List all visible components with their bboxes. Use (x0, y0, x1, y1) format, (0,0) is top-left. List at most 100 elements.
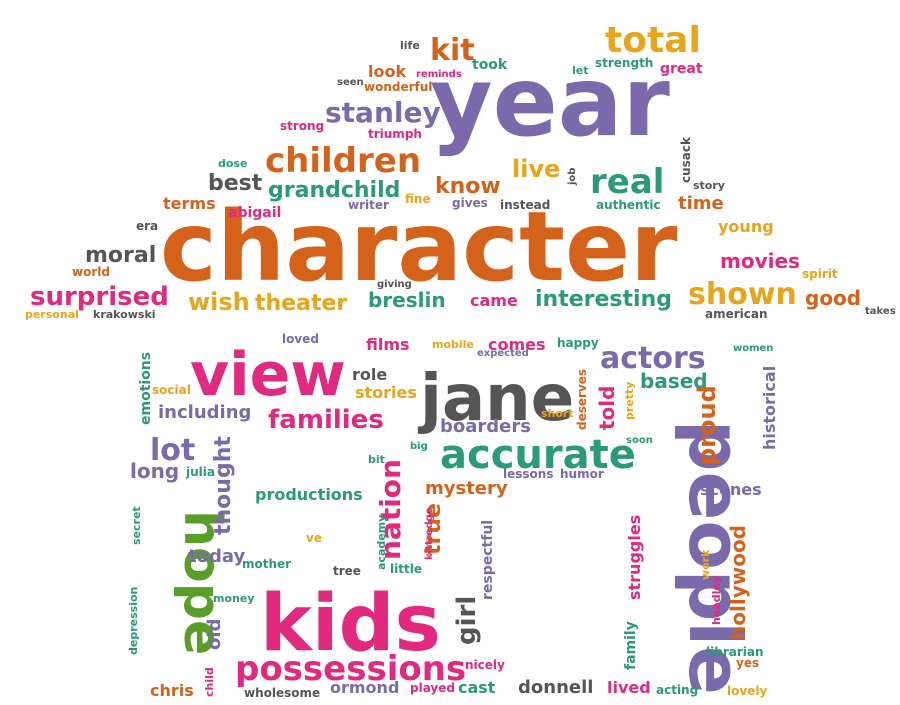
word-yes: yes (736, 656, 759, 670)
word-boarders: boarders (440, 416, 531, 437)
word-shown: shown (688, 277, 797, 312)
word-story: story (693, 179, 725, 192)
word-secret: secret (130, 506, 143, 545)
word-respectful: respectful (480, 520, 496, 600)
word-wholesome: wholesome (244, 686, 320, 700)
word-stories: stories (355, 383, 417, 402)
word-told: told (595, 386, 619, 430)
word-seen: seen (337, 77, 364, 88)
word-little: little (390, 562, 422, 576)
word-scenes: scenes (700, 480, 762, 499)
word-life: life (400, 39, 420, 52)
word-academy: academy (375, 515, 388, 570)
word-girl: girl (452, 596, 482, 645)
word-breslin: breslin (368, 288, 446, 312)
word-soon: soon (626, 435, 653, 446)
word-year: year (430, 46, 670, 158)
word-headley: headley (710, 576, 723, 625)
word-view: view (190, 340, 346, 410)
word-mother: mother (242, 557, 291, 571)
word-instead: instead (500, 198, 550, 212)
word-surprised: surprised (30, 282, 169, 312)
word-era: era (136, 219, 158, 233)
word-moral: moral (85, 243, 156, 268)
word-chris: chris (150, 681, 194, 700)
word-hollywood: hollywood (726, 525, 750, 640)
word-reminds: reminds (416, 69, 462, 80)
word-gives: gives (452, 196, 488, 210)
word-kittredge: kittredge (424, 507, 435, 560)
word-job: job (567, 168, 578, 186)
word-world: world (72, 265, 110, 279)
word-cast: cast (458, 678, 496, 697)
word-live: live (512, 155, 560, 183)
word-tree: tree (333, 564, 361, 578)
word-great: great (660, 61, 703, 77)
word-child: child (203, 667, 216, 697)
word-look: look (368, 62, 406, 81)
word-abigail: abigail (228, 205, 281, 221)
word-triumph: triumph (368, 127, 422, 141)
word-interesting: interesting (535, 287, 672, 312)
word-productions: productions (255, 485, 363, 504)
word-came: came (470, 291, 518, 310)
word-women: women (733, 343, 773, 354)
word-real: real (590, 162, 664, 202)
word-films: films (366, 335, 410, 354)
word-ormond: ormond (330, 678, 399, 697)
word-old: old (204, 619, 225, 650)
word-good: good (805, 286, 861, 310)
word-comes: comes (488, 335, 546, 354)
word-spirit: spirit (802, 267, 838, 281)
word-fine: fine (405, 192, 431, 206)
word-mystery: mystery (425, 478, 508, 499)
word-role: role (352, 365, 387, 384)
word-librarian: librarian (706, 645, 764, 659)
word-know: know (435, 174, 501, 199)
word-terms: terms (163, 194, 216, 213)
word-takes: takes (865, 306, 896, 317)
word-social: social (152, 383, 191, 397)
word-kids: kids (260, 579, 441, 669)
word-strength: strength (595, 56, 653, 70)
word-children: children (265, 141, 421, 181)
word-authentic: authentic (596, 198, 661, 212)
word-giving: giving (377, 279, 412, 290)
word-grandchild: grandchild (268, 178, 400, 203)
word-historical: historical (760, 366, 779, 450)
word-krakowski: krakowski (93, 308, 156, 321)
word-based: based (640, 369, 708, 393)
word-played: played (410, 681, 455, 695)
word-wish: wish (188, 288, 250, 316)
word-humor: humor (560, 467, 604, 481)
word-big: big (410, 441, 428, 452)
word-accurate: accurate (440, 432, 636, 478)
word-character: character (160, 191, 678, 303)
word-time: time (678, 193, 724, 214)
word-actors: actors (600, 341, 706, 376)
word-total: total (605, 20, 701, 61)
word-mobile: mobile (432, 338, 474, 351)
word-today: today (188, 546, 245, 567)
word-jane: jane (417, 362, 574, 436)
word-donnell: donnell (518, 677, 593, 698)
word-thought: thought (211, 436, 236, 535)
word-stanley: stanley (325, 96, 441, 129)
word-strong: strong (280, 119, 324, 133)
word-possessions: possessions (235, 649, 466, 689)
word-wonderful: wonderful (364, 80, 432, 94)
word-best: best (208, 171, 263, 196)
word-emotions: emotions (138, 352, 154, 425)
word-pretty: pretty (623, 382, 636, 420)
word-nicely: nicely (465, 658, 505, 672)
word-family: family (623, 621, 639, 670)
word-nation: nation (374, 459, 407, 560)
word-writer: writer (348, 198, 389, 212)
word-depression: depression (127, 587, 140, 655)
word-work: work (699, 549, 712, 580)
word-movies: movies (720, 249, 800, 273)
word-lived: lived (607, 678, 651, 697)
word-families: families (268, 405, 384, 435)
word-long: long (130, 459, 179, 483)
